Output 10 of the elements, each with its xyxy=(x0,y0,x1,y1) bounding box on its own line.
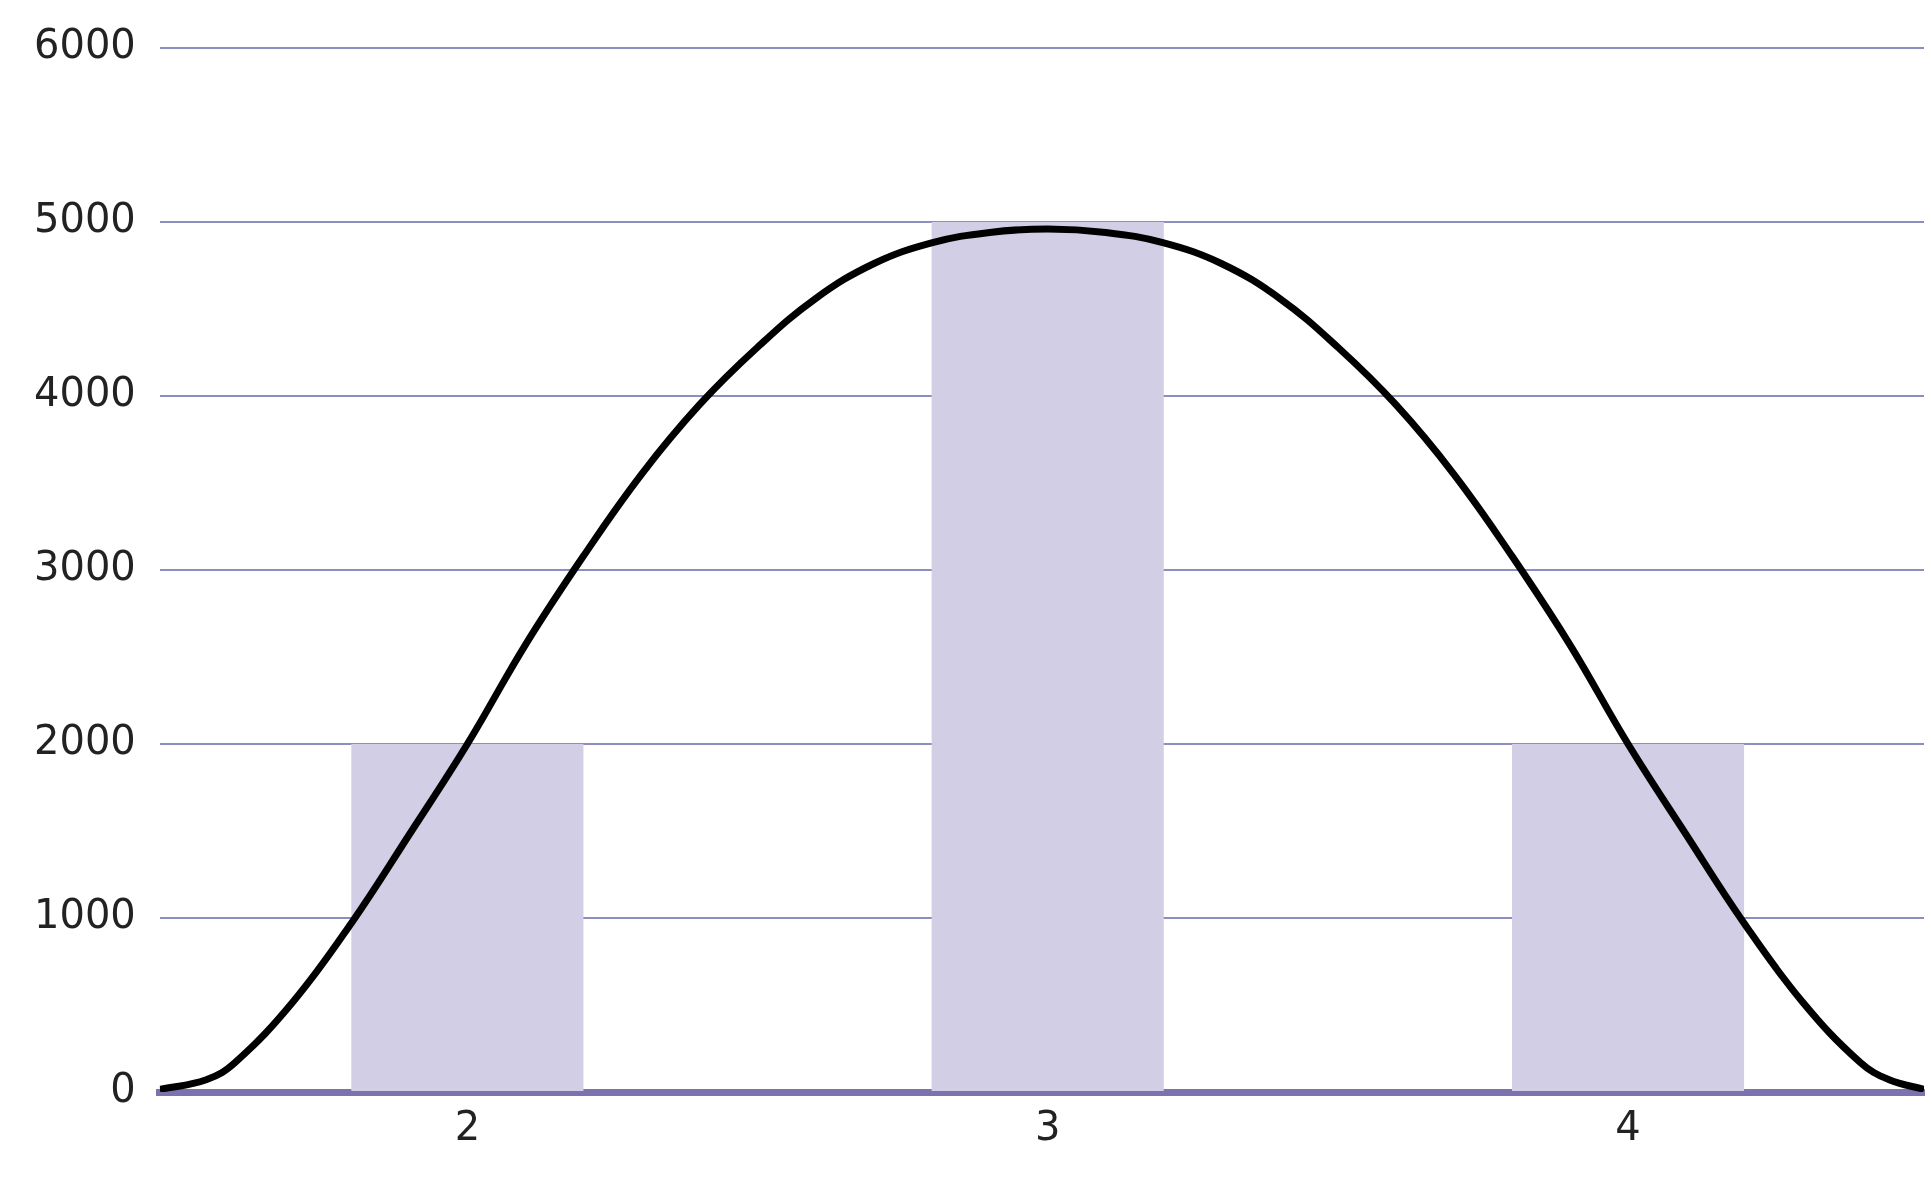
y-tick-label: 5000 xyxy=(34,195,136,242)
y-tick-label: 1000 xyxy=(34,891,136,938)
y-tick-label: 3000 xyxy=(34,543,136,590)
y-tick-label: 6000 xyxy=(34,21,136,68)
y-tick-label: 4000 xyxy=(34,369,136,416)
y-tick-label: 2000 xyxy=(34,717,136,764)
x-tick-label: 2 xyxy=(454,1103,481,1150)
y-tick-label: 0 xyxy=(110,1065,136,1112)
x-tick-label: 3 xyxy=(1034,1103,1061,1150)
x-tick-label: 4 xyxy=(1615,1103,1641,1150)
